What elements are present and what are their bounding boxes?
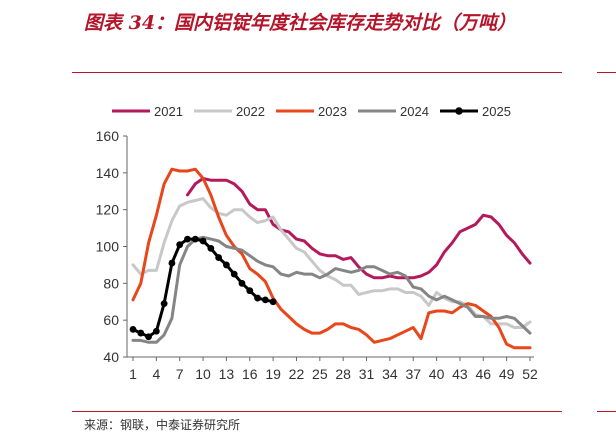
legend-label-2022: 2022 [236, 104, 265, 119]
y-tick-label: 40 [103, 349, 119, 365]
series-point-2025 [191, 235, 199, 243]
x-tick-label: 13 [219, 366, 235, 382]
series-point-2025 [137, 329, 145, 337]
top-rule [72, 72, 562, 73]
x-tick-label: 19 [265, 366, 281, 382]
legend-label-2025: 2025 [482, 104, 511, 119]
source-note: 来源：钢联，中泰证券研究所 [84, 418, 241, 432]
x-tick-label: 28 [335, 366, 351, 382]
series-point-2025 [223, 261, 230, 269]
x-tick-label: 49 [499, 366, 515, 382]
y-tick-label: 120 [96, 202, 120, 218]
x-tick-label: 4 [152, 366, 160, 382]
chart-title: 图表 34：国内铝锭年度社会库存走势对比（万吨） [84, 12, 517, 34]
series-point-2025 [184, 235, 191, 243]
legend-label-2024: 2024 [400, 104, 429, 119]
x-tick-label: 31 [359, 366, 375, 382]
x-tick-label: 46 [476, 366, 492, 382]
series-line-2025 [131, 237, 275, 339]
series-point-2025 [129, 325, 137, 333]
x-tick-label: 52 [522, 366, 538, 382]
legend-marker-2025 [455, 107, 463, 115]
y-tick-label: 160 [96, 128, 120, 144]
series-point-2025 [152, 327, 160, 335]
y-tick-label: 100 [96, 239, 120, 255]
x-tick-label: 1 [129, 366, 137, 382]
legend: 2021 2022 2023 2024 2025 [112, 104, 511, 119]
series-point-2025 [230, 270, 238, 278]
x-tick-label: 7 [176, 366, 184, 382]
series-point-2025 [199, 237, 207, 245]
axes: 40 60 80 100 120 140 160 1 4 7 10 13 16 19 22 25 28 31 34 3… [96, 128, 538, 382]
series-point-2025 [160, 300, 168, 307]
y-tick-label: 140 [96, 165, 120, 181]
series-point-2025 [238, 279, 246, 287]
series-line-2022 [131, 197, 532, 329]
y-tick-label: 80 [103, 275, 119, 291]
series-line-2021 [186, 176, 532, 280]
series-point-2025 [261, 296, 269, 304]
series-point-2025 [254, 294, 261, 302]
series-point-2025 [215, 254, 223, 261]
y-tick-label: 60 [103, 312, 119, 328]
series-layer [129, 167, 532, 350]
bottom-rule-right [597, 411, 616, 412]
x-tick-label: 40 [429, 366, 445, 382]
x-tick-label: 34 [382, 366, 398, 382]
series-point-2025 [176, 241, 184, 249]
series-point-2025 [145, 333, 152, 341]
x-tick-label: 16 [242, 366, 258, 382]
x-tick-label: 43 [452, 366, 468, 382]
x-tick-label: 25 [312, 366, 328, 382]
top-rule-right [597, 72, 616, 73]
series-point-2025 [246, 287, 254, 295]
x-tick-label: 22 [289, 366, 305, 382]
series-point-2025 [269, 298, 277, 306]
x-tick-label: 37 [405, 366, 421, 382]
legend-label-2023: 2023 [318, 104, 347, 119]
x-tick-label: 10 [195, 366, 211, 382]
series-line-2023 [131, 167, 532, 350]
series-point-2025 [168, 259, 176, 267]
bottom-rule [72, 411, 562, 412]
series-point-2025 [207, 244, 215, 252]
series-line-2024 [131, 235, 532, 344]
legend-label-2021: 2021 [154, 104, 183, 119]
